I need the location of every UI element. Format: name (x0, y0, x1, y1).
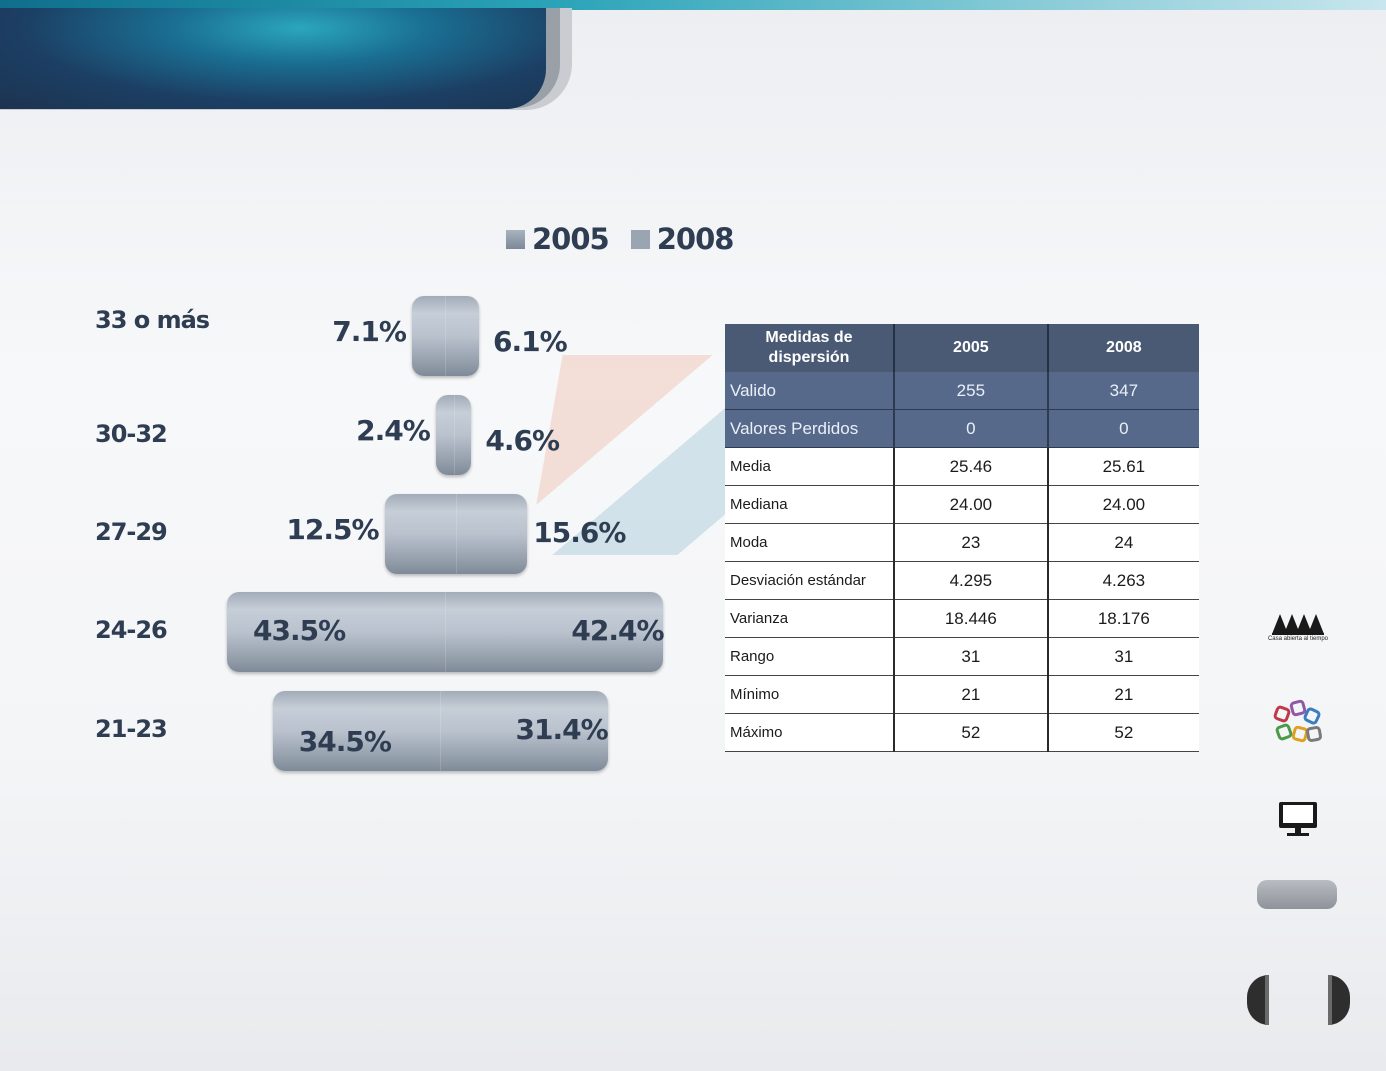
monitor-button[interactable] (1277, 800, 1319, 843)
value-label-2008: 4.6% (485, 424, 560, 457)
category-label: 30-32 (95, 420, 168, 448)
row-label: Mediana (725, 485, 895, 524)
bar-4 (272, 691, 608, 771)
value-label-2008: 31.4% (515, 713, 609, 746)
table-row: Desviación estándar 4.295 4.263 (725, 561, 1199, 600)
previous-slide-button[interactable] (1247, 975, 1269, 1025)
row-value-2008: 52 (1047, 713, 1199, 752)
row-label: Valido (725, 372, 895, 410)
row-value-2008: 21 (1047, 675, 1199, 714)
row-label: Rango (725, 637, 895, 676)
value-label-2005: 7.1% (332, 315, 407, 348)
table-row: Valido 255 347 (725, 372, 1199, 410)
row-label: Varianza (725, 599, 895, 638)
table-header-measure: Medidas de dispersión (725, 324, 895, 372)
row-value-2005: 31 (894, 637, 1049, 676)
table-header-2005: 2005 (894, 324, 1049, 372)
row-label: Mínimo (725, 675, 895, 714)
row-value-2008: 25.61 (1047, 447, 1199, 486)
row-label: Media (725, 447, 895, 486)
side-menu-button[interactable] (1257, 880, 1337, 909)
row-value-2008: 24 (1047, 523, 1199, 562)
table-row: Media 25.46 25.61 (725, 447, 1199, 486)
value-label-2005: 12.5% (286, 513, 379, 546)
legend-swatch-2008 (630, 229, 650, 249)
category-label: 21-23 (95, 715, 168, 743)
row-value-2005: 21 (894, 675, 1049, 714)
row-value-2005: 24.00 (894, 485, 1049, 524)
table-row: Moda 23 24 (725, 523, 1199, 562)
row-value-2005: 18.446 (894, 599, 1049, 638)
table-row: Máximo 52 52 (725, 713, 1199, 752)
uam-caption: Casa abierta al tiempo (1267, 636, 1329, 642)
row-value-2005: 4.295 (894, 561, 1049, 600)
bar-1 (435, 395, 472, 475)
row-label: Máximo (725, 713, 895, 752)
top-accent-bar (0, 0, 1386, 10)
legend-label-2005: 2005 (532, 222, 610, 256)
row-value-2005: 52 (894, 713, 1049, 752)
value-label-2005: 43.5% (253, 614, 346, 647)
row-value-2005: 23 (894, 523, 1049, 562)
row-value-2008: 4.263 (1047, 561, 1199, 600)
table-row: Mediana 24.00 24.00 (725, 485, 1199, 524)
uam-logo[interactable]: Casa abierta al tiempo (1266, 612, 1330, 642)
uam-logo-icon (1272, 614, 1324, 635)
row-value-2008: 347 (1047, 372, 1199, 410)
row-label: Valores Perdidos (725, 409, 895, 448)
row-value-2008: 24.00 (1047, 485, 1199, 524)
category-label: 27-29 (95, 518, 168, 546)
row-value-2008: 31 (1047, 637, 1199, 676)
row-value-2005: 25.46 (894, 447, 1049, 486)
legend-item-2008: 2008 (630, 222, 735, 256)
next-slide-button[interactable] (1328, 975, 1350, 1025)
dispersion-table: Medidas de dispersión 2005 2008 Valido 25… (725, 324, 1199, 752)
bar-2 (384, 494, 528, 574)
network-logo-icon (1273, 699, 1322, 743)
table-header-2008: 2008 (1047, 324, 1199, 372)
table-row: Rango 31 31 (725, 637, 1199, 676)
bar-0 (411, 296, 479, 376)
chart-legend: 2005 2008 (506, 222, 735, 256)
monitor-icon (1279, 802, 1317, 836)
table-row: Varianza 18.446 18.176 (725, 599, 1199, 638)
table-row: Valores Perdidos 0 0 (725, 409, 1199, 448)
category-label: 24-26 (95, 616, 168, 644)
network-logo[interactable] (1270, 694, 1326, 755)
header-tab (0, 8, 546, 109)
row-label: Moda (725, 523, 895, 562)
row-label: Desviación estándar (725, 561, 895, 600)
value-label-2008: 15.6% (533, 516, 626, 549)
value-label-2005: 2.4% (356, 414, 431, 447)
value-label-2005: 34.5% (298, 725, 392, 758)
row-value-2008: 0 (1047, 409, 1199, 448)
table-header-row: Medidas de dispersión 2005 2008 (725, 324, 1199, 372)
row-value-2005: 0 (894, 409, 1049, 448)
legend-item-2005: 2005 (506, 222, 610, 256)
legend-swatch-2005 (506, 229, 525, 249)
row-value-2005: 255 (894, 372, 1049, 410)
row-value-2008: 18.176 (1047, 599, 1199, 638)
category-label: 33 o más (95, 306, 210, 334)
legend-label-2008: 2008 (656, 222, 735, 256)
value-label-2008: 6.1% (492, 325, 568, 358)
bar-3 (227, 592, 664, 672)
table-row: Mínimo 21 21 (725, 675, 1199, 714)
value-label-2008: 42.4% (571, 614, 664, 647)
